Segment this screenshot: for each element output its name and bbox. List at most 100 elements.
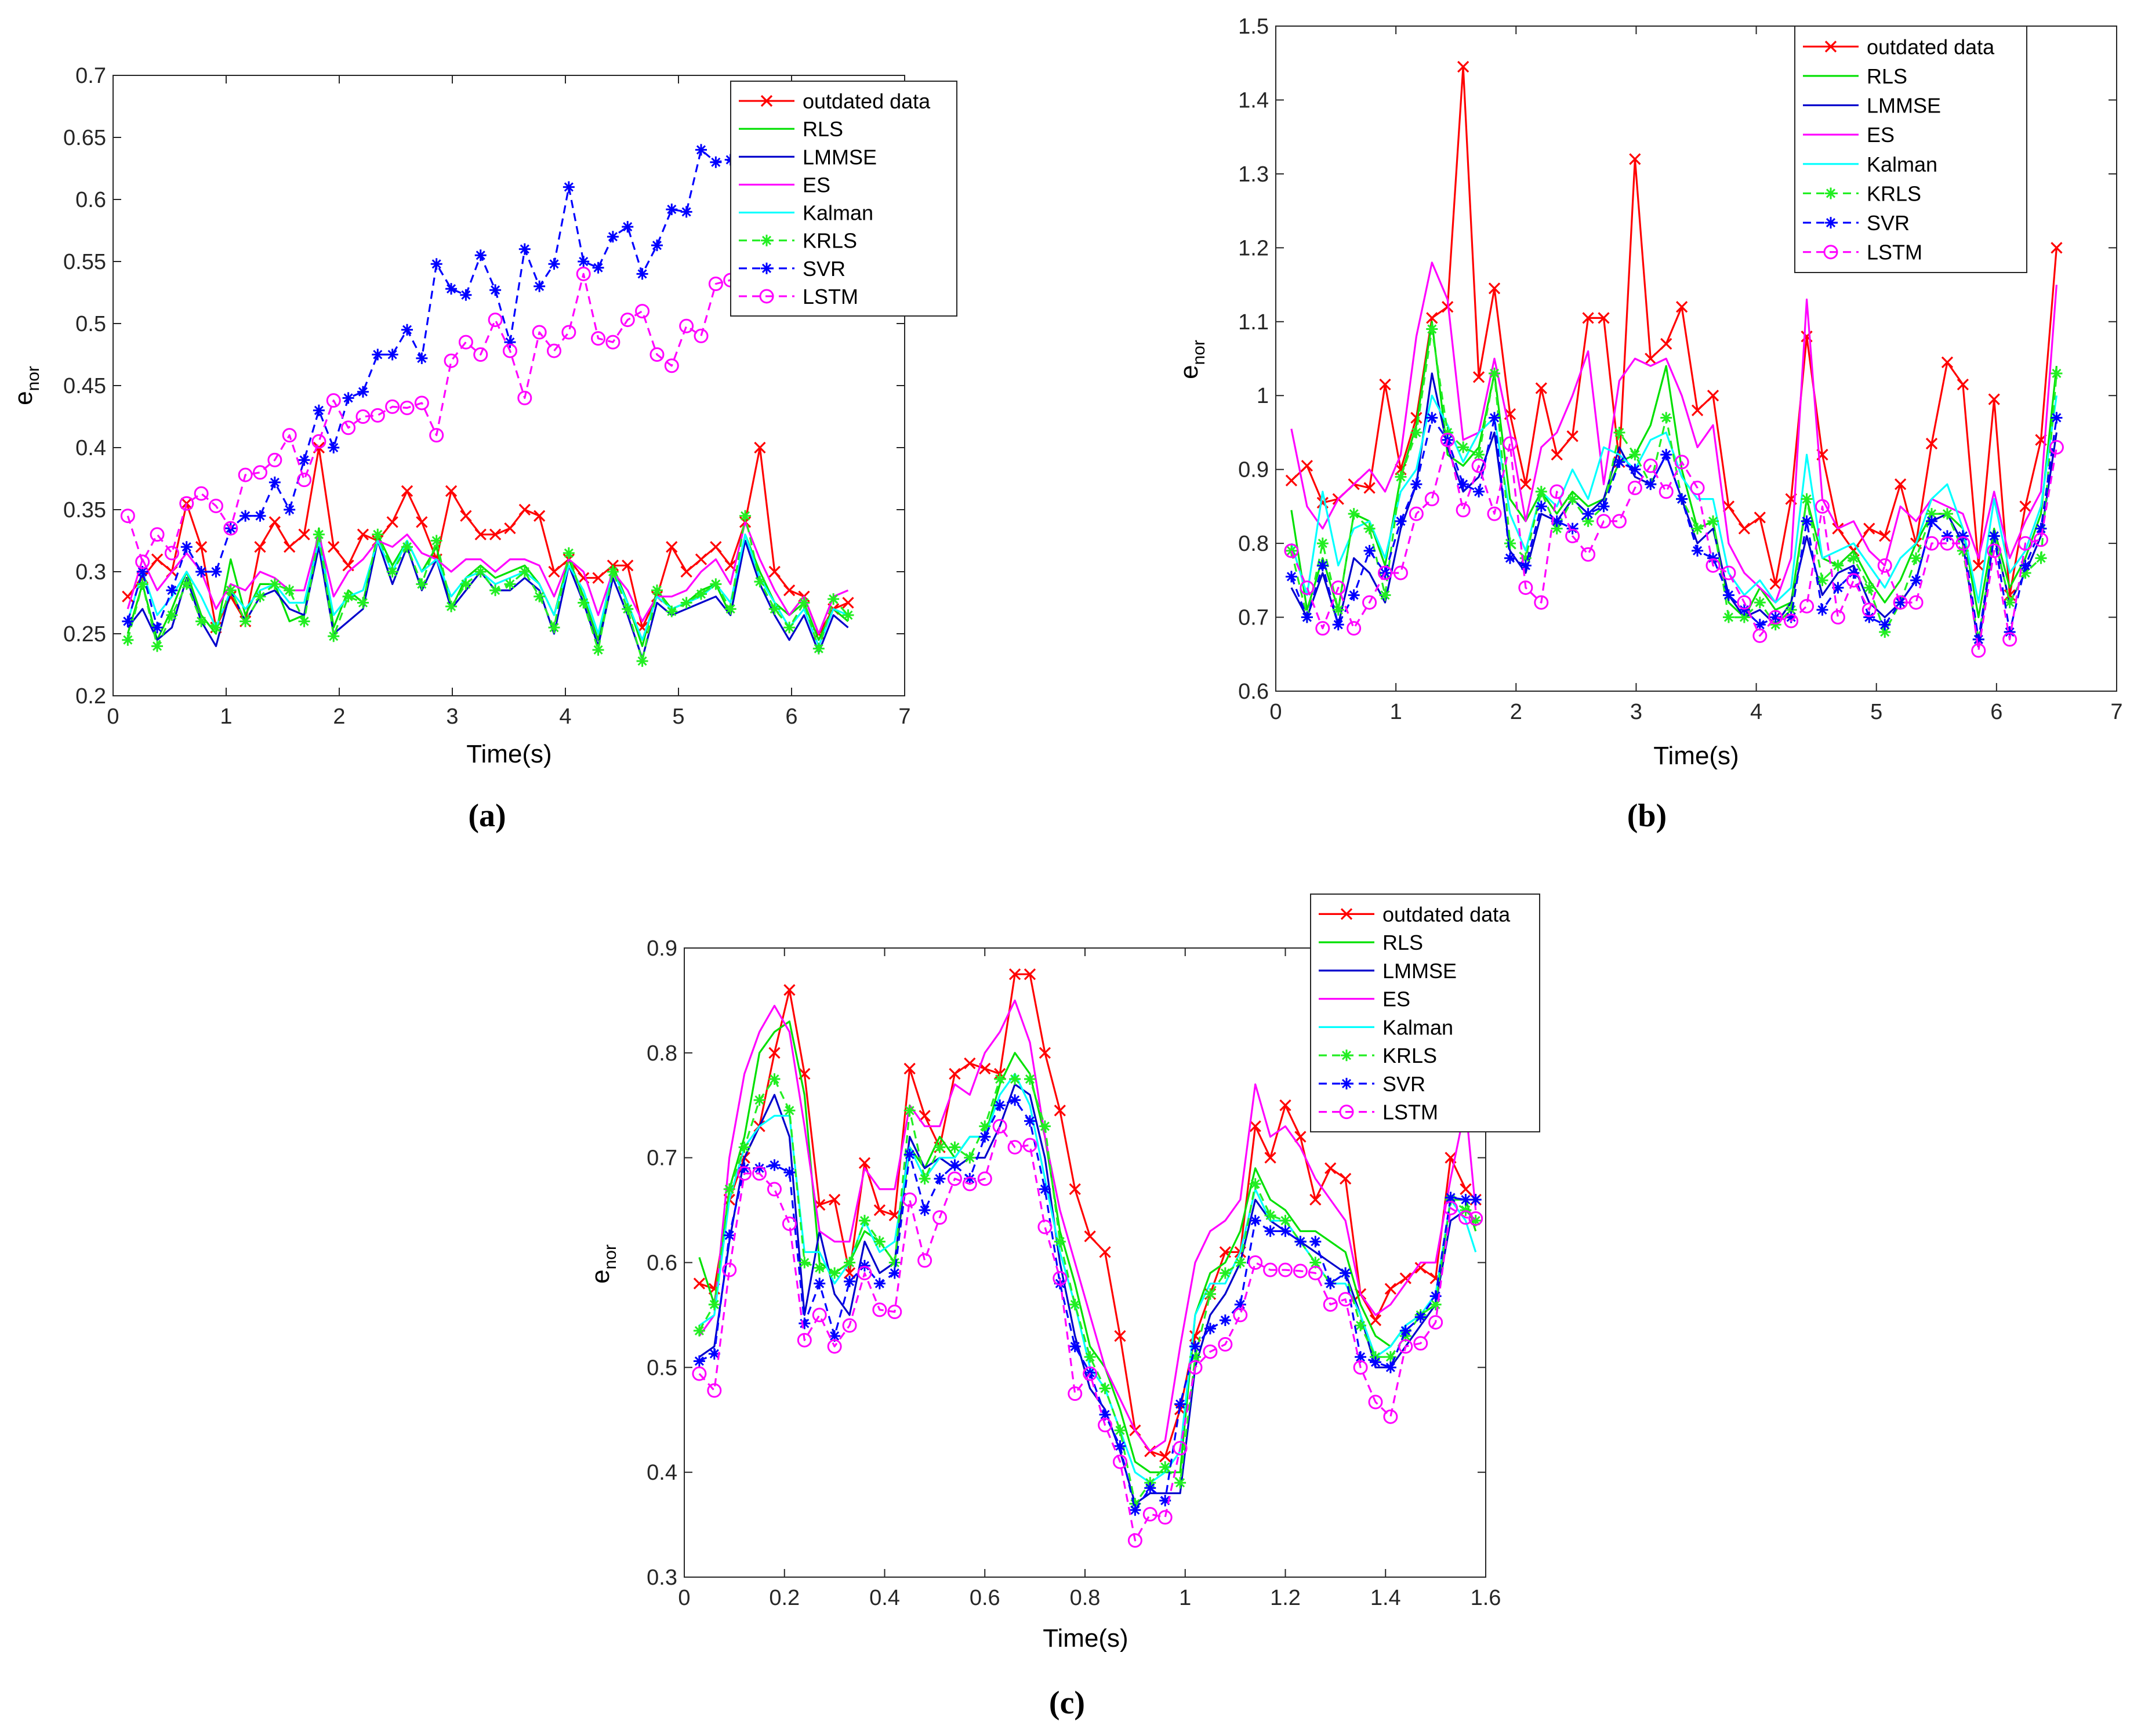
panel-a-series-svr-point <box>474 249 487 262</box>
chart-panel-a: 0 1 2 3 4 5 6 7 0.2 0.25 0.3 0.35 0.4 0.45 0.5 0.55 0.6 0… <box>9 64 957 834</box>
panel-b-series-outdated-data-point <box>1566 430 1578 442</box>
panel-c-series-lstm-point <box>977 1171 992 1186</box>
panel-c-series-outdated-data-point <box>1099 1246 1111 1258</box>
panel-c-series-outdated-data-point <box>828 1193 841 1206</box>
panel-a-series-krls-point <box>357 597 369 609</box>
panel-b-series-outdated-data-point <box>1551 449 1563 461</box>
panel-a-series-lstm-point <box>326 393 341 408</box>
panel-a-series-lstm-point <box>576 266 591 281</box>
panel-b-series-svr-point <box>2035 522 2047 535</box>
panel-a-series-svr-point <box>254 510 266 522</box>
panel-b-series-krls-point <box>1551 522 1563 535</box>
panel-b-series-lstm-point <box>1362 595 1377 610</box>
panel-b-series-krls-point <box>1504 537 1516 550</box>
panel-b-series-outdated-data-point <box>1722 500 1735 513</box>
panel-a-axes: 0 1 2 3 4 5 6 7 0.2 0.25 0.3 0.35 0.4 0.45 0.5 0.55 0.6 0… <box>63 64 911 729</box>
panel-b-series-outdated-data-point <box>1769 578 1781 590</box>
panel-a-series-outdated-data-point <box>534 510 546 522</box>
panel-a-series-krls-point <box>548 622 560 634</box>
panel-b-series-krls-point <box>1848 552 1860 564</box>
panel-a-series-lstm-point <box>223 521 238 536</box>
panel-a-series-lstm-point <box>561 325 576 340</box>
panel-a-series-svr-point <box>695 144 707 156</box>
panel-b-series-outdated-data-point <box>1707 390 1719 402</box>
panel-a-y-tick-label: 0.3 <box>75 560 106 584</box>
panel-b-series-svr-point <box>1941 530 1953 542</box>
panel-b-series-krls-point <box>1785 604 1797 616</box>
panel-b-series-outdated-data-point <box>1691 404 1704 416</box>
panel-c-series-krls-point <box>919 1172 931 1185</box>
panel-c-series-lstm-point <box>872 1302 887 1317</box>
panel-b-series-svr-point <box>1676 493 1688 505</box>
panel-b-series-lstm-point <box>1347 621 1362 636</box>
panel-c-series-svr-point <box>814 1277 826 1290</box>
panel-c-series-lstm-point <box>1142 1507 1157 1521</box>
panel-b-y-tick-label: 1.3 <box>1238 162 1269 187</box>
panel-a-series-svr-point <box>180 541 193 553</box>
panel-b-series-svr-point <box>1598 500 1610 513</box>
panel-a-series-rls-line <box>126 527 849 648</box>
panel-b-x-tick-label: 0 <box>1269 700 1282 724</box>
panel-b-series-krls-point <box>2004 597 2016 609</box>
panel-b-series-lstm-point <box>1549 484 1565 499</box>
panel-a-series-outdated-data-point <box>460 510 472 522</box>
panel-c-series-outdated-data-point <box>919 1110 931 1122</box>
panel-a-series-krls-point <box>534 590 546 602</box>
panel-c-series-outdated-data-point <box>1369 1314 1382 1327</box>
panel-b-series-krls-point <box>1613 426 1625 438</box>
panel-b-series-svr-point <box>1301 611 1313 623</box>
panel-a-legend-item-lmmse: LMMSE <box>739 145 877 169</box>
panel-a-series-svr-point <box>210 566 222 578</box>
panel-a-series-svr-point <box>284 504 296 515</box>
panel-a-legend-item-rls-label: RLS <box>803 117 843 141</box>
panel-a-y-tick-label: 0.55 <box>63 250 106 274</box>
panel-a-legend-item-kalman-label: Kalman <box>803 201 873 225</box>
panel-b-y-tick-label: 0.6 <box>1238 680 1269 704</box>
panel-a-series-krls-point <box>563 547 575 559</box>
panel-b-series-outdated-data-point <box>1754 511 1766 524</box>
panel-b-series-lstm-point <box>1612 514 1627 529</box>
panel-b-series-lstm-point <box>1815 499 1830 514</box>
panel-b-series-lstm-point <box>1300 580 1315 595</box>
panel-b-axes-box <box>1275 26 2117 692</box>
panel-c-series-es <box>698 999 1477 1452</box>
panel-a-series-krls-point <box>724 603 736 615</box>
panel-a-series-lstm-point <box>473 347 488 362</box>
panel-a-series-krls-point <box>798 597 810 609</box>
panel-b-series-krls-point <box>1535 485 1547 497</box>
panel-b-series-svr-point <box>1582 508 1594 520</box>
panel-b-series-krls-point <box>1519 552 1532 564</box>
panel-b-series-lstm-point <box>1534 595 1549 610</box>
panel-b-series-lstm-point <box>1971 643 1986 658</box>
panel-b-series-outdated-data-point <box>1285 474 1298 486</box>
panel-b-series-outdated-data-point <box>1660 337 1672 350</box>
panel-c-series-lstm-point <box>827 1339 842 1354</box>
panel-c-series-outdated-data-point <box>1294 1131 1307 1143</box>
panel-a-series-krls-point <box>342 590 354 602</box>
panel-b-series-svr-point <box>1848 567 1860 579</box>
panel-c-series-lstm-point <box>1218 1337 1233 1352</box>
panel-a-series-svr-point <box>534 280 546 292</box>
panel-a-series-krls-point <box>401 541 413 553</box>
panel-b-series-krls-point <box>1566 493 1578 505</box>
panel-c-series-svr-point <box>738 1162 750 1174</box>
panel-c-legend-item-kalman: Kalman <box>1319 1015 1453 1039</box>
panel-c-legend-item-rls-label: RLS <box>1382 931 1423 954</box>
panel-b-y-tick-label: 1.4 <box>1238 88 1269 112</box>
panel-a-series-krls-point <box>828 593 840 605</box>
panel-b-series-lstm-point <box>1627 481 1642 496</box>
panel-c-legend-item-svr: SVR <box>1319 1072 1425 1096</box>
panel-c-series-svr-point <box>1369 1356 1381 1368</box>
panel-b-series-lstm-point <box>1581 547 1596 562</box>
panel-c-series-lstm-line <box>698 1125 1476 1542</box>
panel-a-series-lstm-point <box>517 390 532 405</box>
panel-a-series-kalman-line <box>126 533 849 648</box>
panel-b-series-svr-point <box>1395 515 1407 527</box>
panel-c-series-lstm-point <box>1443 1200 1458 1215</box>
panel-b-series-lstm-point <box>1690 481 1705 496</box>
panel-b-legend-item-outdated-data: outdated data <box>1803 35 1995 59</box>
panel-a-series-lstm-point <box>238 467 253 482</box>
panel-b-series-outdated-data-point <box>2019 500 2031 513</box>
panel-c-series-lstm-point <box>1098 1418 1113 1433</box>
panel-b-y-axis-label: enor <box>1175 340 1209 379</box>
